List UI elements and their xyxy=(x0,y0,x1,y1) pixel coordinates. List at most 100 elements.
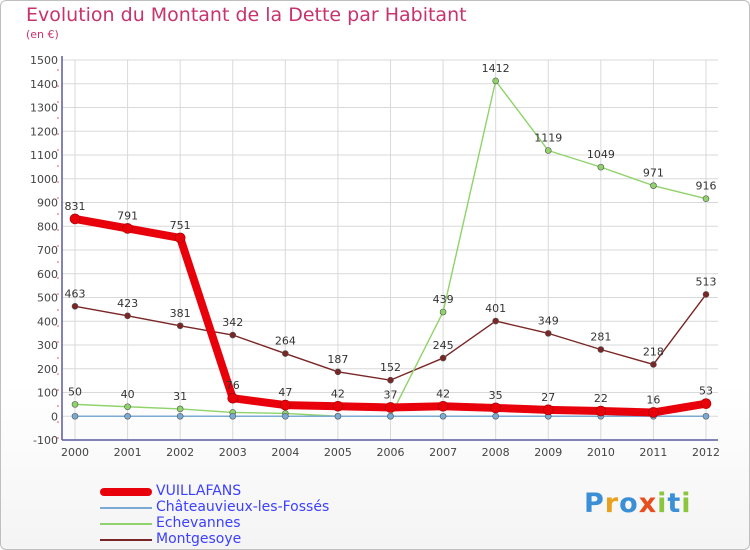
data-point xyxy=(122,223,133,234)
data-label: 22 xyxy=(594,392,608,405)
legend-swatch xyxy=(100,507,152,509)
data-label: 381 xyxy=(170,307,191,320)
data-label: 42 xyxy=(436,387,450,400)
data-point xyxy=(176,412,184,420)
data-point xyxy=(229,331,237,339)
legend-label: Montgesoye xyxy=(156,531,242,547)
data-point xyxy=(650,182,657,189)
x-tick-label: 2008 xyxy=(482,446,510,459)
logo-letter: t xyxy=(667,488,682,519)
chart-title: Evolution du Montant de la Dette par Hab… xyxy=(26,4,467,26)
data-point xyxy=(544,330,552,337)
data-label: 513 xyxy=(696,275,717,288)
data-point xyxy=(597,346,605,353)
x-tick-label: 2011 xyxy=(639,446,667,459)
data-label: 281 xyxy=(590,331,611,344)
data-label: 76 xyxy=(226,379,240,392)
data-point xyxy=(492,77,499,85)
logo-letter: r xyxy=(604,488,620,519)
data-point xyxy=(439,308,447,316)
y-tick-label: 1000 xyxy=(30,173,58,186)
x-tick-label: 2006 xyxy=(377,446,405,459)
data-label: 751 xyxy=(170,219,191,232)
logo-letter: i xyxy=(657,488,668,519)
y-tick-label: 300 xyxy=(37,339,58,352)
data-point xyxy=(176,405,184,413)
x-tick-label: 2007 xyxy=(429,446,457,459)
logo-letter: x xyxy=(638,488,658,519)
y-tick-label: -100 xyxy=(33,434,58,447)
y-tick-label: 1400 xyxy=(30,78,58,91)
data-point xyxy=(334,368,342,376)
data-point xyxy=(280,399,291,411)
legend-item: VUILLAFANS xyxy=(100,483,360,500)
data-point xyxy=(385,402,396,413)
y-tick-label: 1200 xyxy=(30,125,58,138)
data-point xyxy=(124,403,131,411)
y-tick-label: 600 xyxy=(37,268,58,281)
data-point xyxy=(702,412,710,420)
y-tick-label: 400 xyxy=(37,315,58,328)
data-point xyxy=(595,405,607,417)
data-point xyxy=(387,412,394,420)
data-point xyxy=(334,412,342,420)
data-point xyxy=(332,400,344,412)
y-tick-label: 0 xyxy=(51,410,58,423)
data-point xyxy=(700,398,712,409)
data-label: 31 xyxy=(173,390,187,403)
data-point xyxy=(282,412,289,420)
legend-item: Echevannes xyxy=(100,515,360,532)
legend-label: Châteauvieux-les-Fossés xyxy=(156,499,330,515)
y-tick-label: 800 xyxy=(37,220,58,233)
x-tick-label: 2003 xyxy=(219,446,247,459)
data-label: 40 xyxy=(121,388,135,401)
data-label: 791 xyxy=(117,209,138,222)
y-tick-label: 1100 xyxy=(30,149,58,162)
legend-swatch xyxy=(100,539,152,541)
data-label: 401 xyxy=(485,302,506,315)
data-label: 218 xyxy=(643,345,664,358)
data-label: 16 xyxy=(646,393,660,406)
data-point xyxy=(124,412,131,420)
data-label: 53 xyxy=(699,385,713,398)
data-label: 916 xyxy=(696,180,717,193)
x-tick-label: 2004 xyxy=(271,446,299,459)
y-tick-label: 900 xyxy=(37,197,58,210)
data-point xyxy=(650,361,657,368)
data-label: 35 xyxy=(489,389,503,402)
logo-letter: o xyxy=(619,488,639,519)
data-label: 1049 xyxy=(587,148,615,161)
data-point xyxy=(176,322,184,330)
data-label: 47 xyxy=(278,386,292,399)
data-point xyxy=(71,412,79,420)
data-point xyxy=(71,302,79,310)
data-point xyxy=(227,392,239,404)
y-tick-label: 1500 xyxy=(30,54,58,67)
legend-label: VUILLAFANS xyxy=(156,483,242,499)
x-tick-label: 2012 xyxy=(692,446,720,459)
data-point xyxy=(492,412,499,420)
data-point xyxy=(437,400,449,412)
data-label: 439 xyxy=(433,293,454,306)
data-point xyxy=(702,291,710,298)
x-tick-label: 2009 xyxy=(534,446,562,459)
data-label: 1119 xyxy=(534,131,562,144)
legend-item: Montgesoye xyxy=(100,531,360,548)
data-point xyxy=(71,401,79,408)
x-tick-label: 2000 xyxy=(61,446,89,459)
data-label: 831 xyxy=(65,200,86,213)
x-tick-label: 2010 xyxy=(587,446,615,459)
y-tick-label: 700 xyxy=(37,244,58,257)
data-label: 423 xyxy=(117,297,138,310)
data-label: 264 xyxy=(275,335,296,348)
data-point xyxy=(439,412,447,420)
chart-legend: VUILLAFANS Châteauvieux-les-Fossés Echev… xyxy=(100,483,360,548)
legend-swatch xyxy=(100,523,152,525)
data-point xyxy=(282,350,289,357)
data-point xyxy=(229,412,237,420)
legend-label: Echevannes xyxy=(156,515,241,531)
legend-swatch xyxy=(100,488,152,496)
chart-unit: (en €) xyxy=(26,28,59,41)
